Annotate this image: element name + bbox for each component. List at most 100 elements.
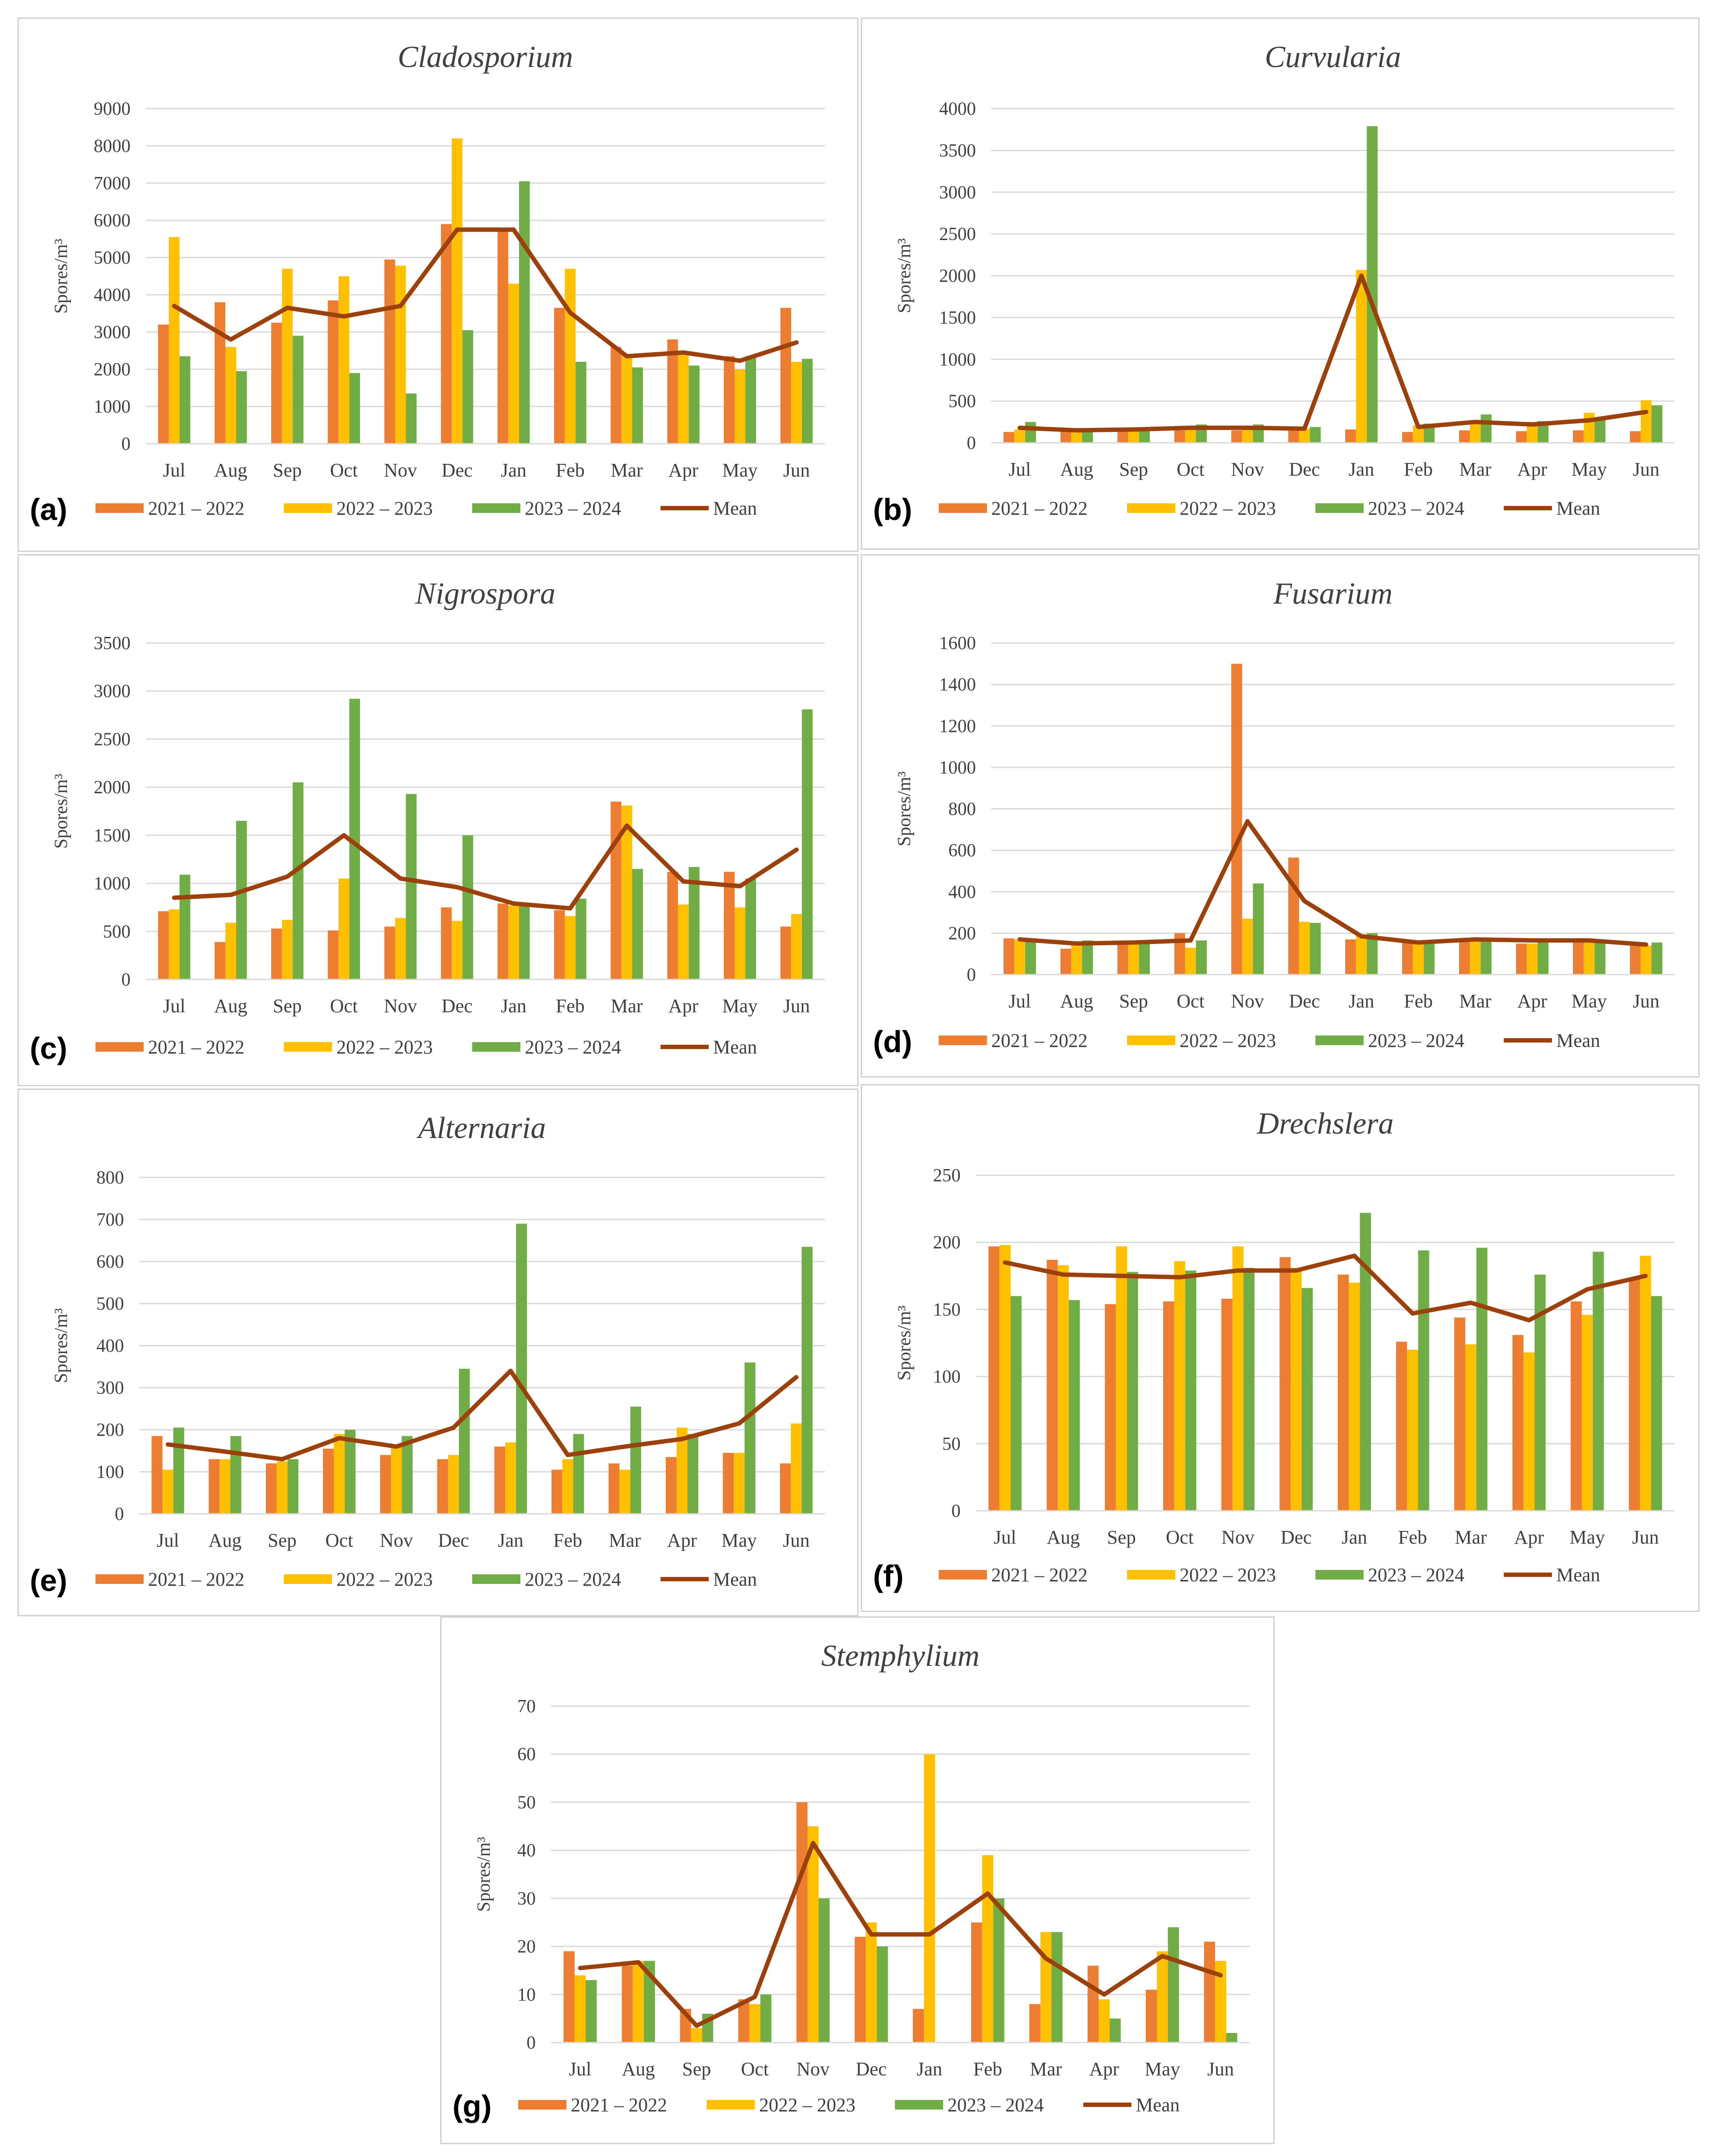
mean-line (172, 227, 799, 363)
bar-sep-series-3 (293, 336, 304, 444)
bar-may-series-1 (724, 872, 735, 979)
bar-may-series-2 (1581, 1315, 1593, 1511)
y-tick-label: 0 (115, 1504, 124, 1524)
legend-label: Mean (1556, 497, 1601, 519)
legend-item-series-2: 2022 – 2023 (1127, 1029, 1276, 1052)
y-tick-label: 10 (517, 1985, 536, 2005)
y-axis-label: Spores/m³ (51, 239, 71, 314)
legend-item-series-2: 2022 – 2023 (1127, 497, 1276, 520)
bar-mar-series-2 (1040, 1932, 1052, 2043)
y-tick-label: 2000 (94, 360, 131, 380)
legend: 2021 – 2022 2022 – 2023 2023 – 2024 Mean (95, 1032, 796, 1062)
x-tick-label: Jul (1008, 459, 1031, 480)
legend-item-series-1: 2021 – 2022 (939, 497, 1088, 520)
legend-swatch (939, 1570, 987, 1580)
y-tick-label: 1500 (939, 308, 976, 328)
bar-dec-series-3 (1310, 922, 1321, 975)
y-tick-label: 1000 (939, 350, 976, 370)
x-tick-label: Sep (273, 995, 302, 1017)
x-tick-label: Nov (1231, 990, 1264, 1012)
bar-apr-series-3 (1537, 940, 1549, 975)
legend-line-swatch (661, 1577, 709, 1581)
chart-panel-fusarium: Fusarium 0 200 400 600 800 1000 1200 1400 1600 Spo… (861, 554, 1700, 1078)
bar-aug-series-1 (1046, 1260, 1058, 1511)
legend-label: 2023 – 2024 (1368, 1564, 1464, 1586)
bar-nov-series-3 (402, 1436, 413, 1514)
bar-aug-series-1 (209, 1459, 220, 1514)
bar-apr-series-1 (1516, 431, 1527, 443)
bar-feb-series-2 (562, 1459, 573, 1514)
x-tick-label: May (1145, 2058, 1180, 2080)
x-tick-label: Apr (1517, 990, 1548, 1012)
legend-label: Mean (1556, 1564, 1601, 1586)
bar-jan-series-2 (1356, 270, 1367, 443)
bar-feb-series-1 (551, 1470, 562, 1514)
x-tick-label: Aug (1060, 459, 1093, 480)
bar-apr-series-1 (667, 872, 678, 979)
y-tick-label: 50 (517, 1792, 536, 1813)
bar-apr-series-2 (678, 352, 689, 444)
bar-nov-series-3 (1253, 883, 1264, 975)
chart-stemphylium: Stemphylium 0 10 20 30 40 50 60 70 Spores/m³ Jul Au… (474, 1639, 1250, 2080)
mean-line (1018, 273, 1648, 433)
x-tick-label: Mar (611, 995, 643, 1017)
chart-title: Drechslera (1256, 1107, 1393, 1141)
legend-item-series-1: 2021 – 2022 (939, 1564, 1088, 1586)
bar-feb-series-1 (554, 307, 565, 444)
y-axis-label: Spores/m³ (51, 774, 71, 848)
y-tick-label: 200 (933, 1233, 961, 1253)
y-tick-label: 700 (96, 1210, 124, 1230)
bar-jun-series-2 (1640, 1255, 1651, 1511)
y-tick-label: 0 (121, 434, 131, 454)
bar-jun-series-3 (802, 359, 813, 444)
bar-dec-series-2 (1290, 1268, 1302, 1511)
x-tick-label: Jan (498, 1530, 523, 1551)
bar-dec-series-3 (462, 330, 474, 444)
legend-item-series-3: 2023 – 2024 (1315, 1564, 1464, 1586)
y-tick-label: 800 (948, 799, 976, 820)
y-tick-label: 1200 (939, 716, 976, 736)
y-tick-label: 0 (967, 433, 976, 453)
bar-mar-series-3 (1476, 1248, 1488, 1511)
x-tick-label: Jul (163, 459, 185, 481)
x-tick-label: Nov (384, 459, 417, 481)
legend-swatch (1127, 503, 1175, 513)
bar-jun-series-2 (791, 362, 802, 444)
bar-feb-series-3 (576, 362, 587, 444)
bar-feb-series-3 (993, 1898, 1004, 2043)
bar-jun-series-1 (1629, 431, 1641, 443)
legend-swatch (1315, 1036, 1364, 1045)
legend-label: 2021 – 2022 (991, 1029, 1088, 1051)
y-tick-label: 3000 (939, 183, 976, 203)
x-tick-label: Aug (209, 1530, 242, 1551)
bar-dec-series-2 (448, 1455, 459, 1514)
x-tick-label: Jan (1349, 459, 1375, 480)
y-axis-label: Spores/m³ (474, 1837, 494, 1912)
y-tick-label: 1500 (94, 826, 131, 846)
legend-item-series-2: 2022 – 2023 (1127, 1564, 1276, 1586)
chart-nigrospora: Nigrospora 0 500 1000 1500 2000 2500 3000 3500 Sp… (51, 577, 825, 1017)
y-tick-label: 0 (527, 2033, 536, 2053)
panel-letter: (c) (30, 1031, 67, 1065)
y-tick-label: 9000 (94, 99, 131, 119)
panel-letter: (g) (452, 2089, 492, 2123)
y-tick-label: 0 (967, 965, 976, 985)
x-tick-label: Dec (1281, 1527, 1312, 1548)
legend-item-mean: Mean (661, 1036, 757, 1058)
bar-aug-series-3 (1069, 1300, 1080, 1511)
bar-mar-series-1 (1454, 1317, 1466, 1511)
legend-item-series-2: 2022 – 2023 (284, 1568, 433, 1590)
bar-jan-series-1 (913, 2009, 924, 2043)
x-tick-label: Mar (609, 1530, 641, 1551)
legend-label: 2023 – 2024 (1368, 1029, 1464, 1051)
bar-feb-series-3 (1424, 942, 1435, 975)
bar-oct-series-2 (338, 276, 350, 444)
x-tick-label: Feb (973, 2058, 1002, 2080)
bar-mar-series-2 (1470, 939, 1481, 975)
bar-oct-series-3 (1196, 940, 1207, 975)
y-tick-label: 200 (948, 923, 976, 944)
x-tick-label: Aug (214, 995, 247, 1017)
bar-jul-series-3 (173, 1428, 184, 1514)
chart-panel-stemphylium: Stemphylium 0 10 20 30 40 50 60 70 Spores/m³ Jul Au… (440, 1616, 1275, 2144)
mean-line (166, 1368, 799, 1462)
